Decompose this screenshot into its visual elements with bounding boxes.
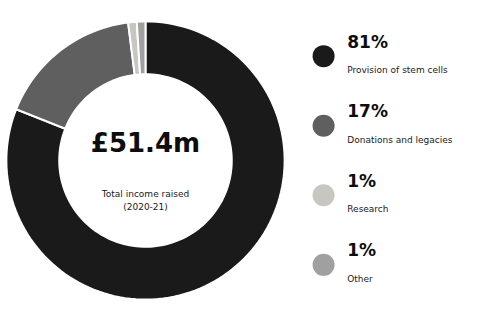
svg-text:Total income raised(2020-21): Total income raised(2020-21) xyxy=(101,189,189,212)
svg-text:Provision of stem cells: Provision of stem cells xyxy=(347,65,448,75)
svg-text:1%: 1% xyxy=(347,240,376,260)
svg-text:17%: 17% xyxy=(347,101,388,121)
svg-text:£51.4m: £51.4m xyxy=(91,128,200,158)
svg-text:81%: 81% xyxy=(347,32,388,52)
svg-text:Other: Other xyxy=(347,274,373,284)
svg-text:Research: Research xyxy=(347,204,388,214)
svg-text:1%: 1% xyxy=(347,171,376,191)
svg-text:Donations and legacies: Donations and legacies xyxy=(347,135,452,145)
